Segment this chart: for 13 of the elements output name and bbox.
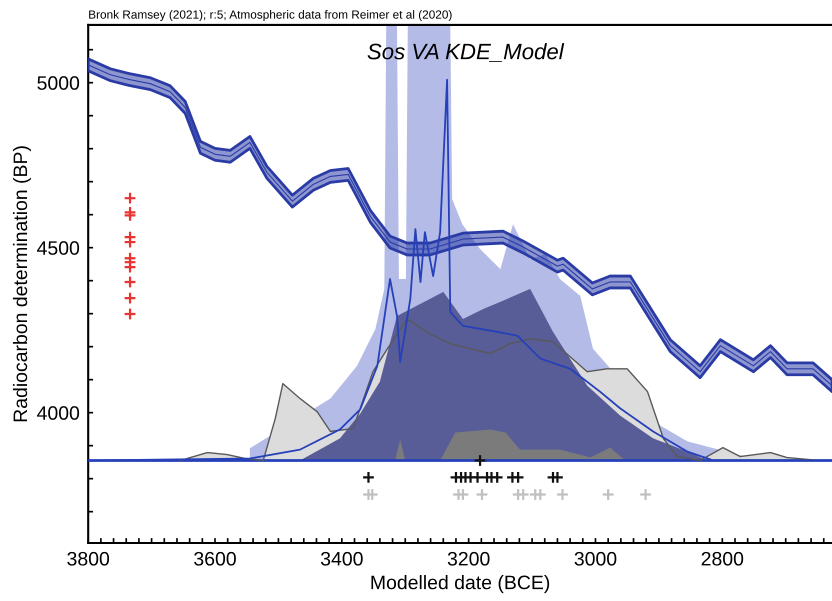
y-tick-label: 4000 [37, 406, 80, 420]
y-tick-label: 5000 [37, 76, 80, 90]
x-tick-label: 3200 [448, 552, 490, 566]
x-tick-label: 2800 [702, 552, 744, 566]
x-tick-label: 3800 [67, 552, 110, 566]
text: Sos VA KDE_Model [368, 43, 564, 62]
x-tick-label: 3400 [320, 552, 363, 566]
text: Bronk Ramsey (2021); r:5; Atmospheric data from Reimer et al (2020) [89, 10, 452, 22]
x-tick-label: 3600 [194, 552, 236, 566]
x-axis-title: Modelled date (BCE) [371, 575, 550, 594]
y-tick-label: 4500 [37, 241, 80, 255]
y-axis-title: Radiocarbon determination (BP) [12, 146, 32, 422]
x-tick-label: 3000 [574, 552, 616, 566]
